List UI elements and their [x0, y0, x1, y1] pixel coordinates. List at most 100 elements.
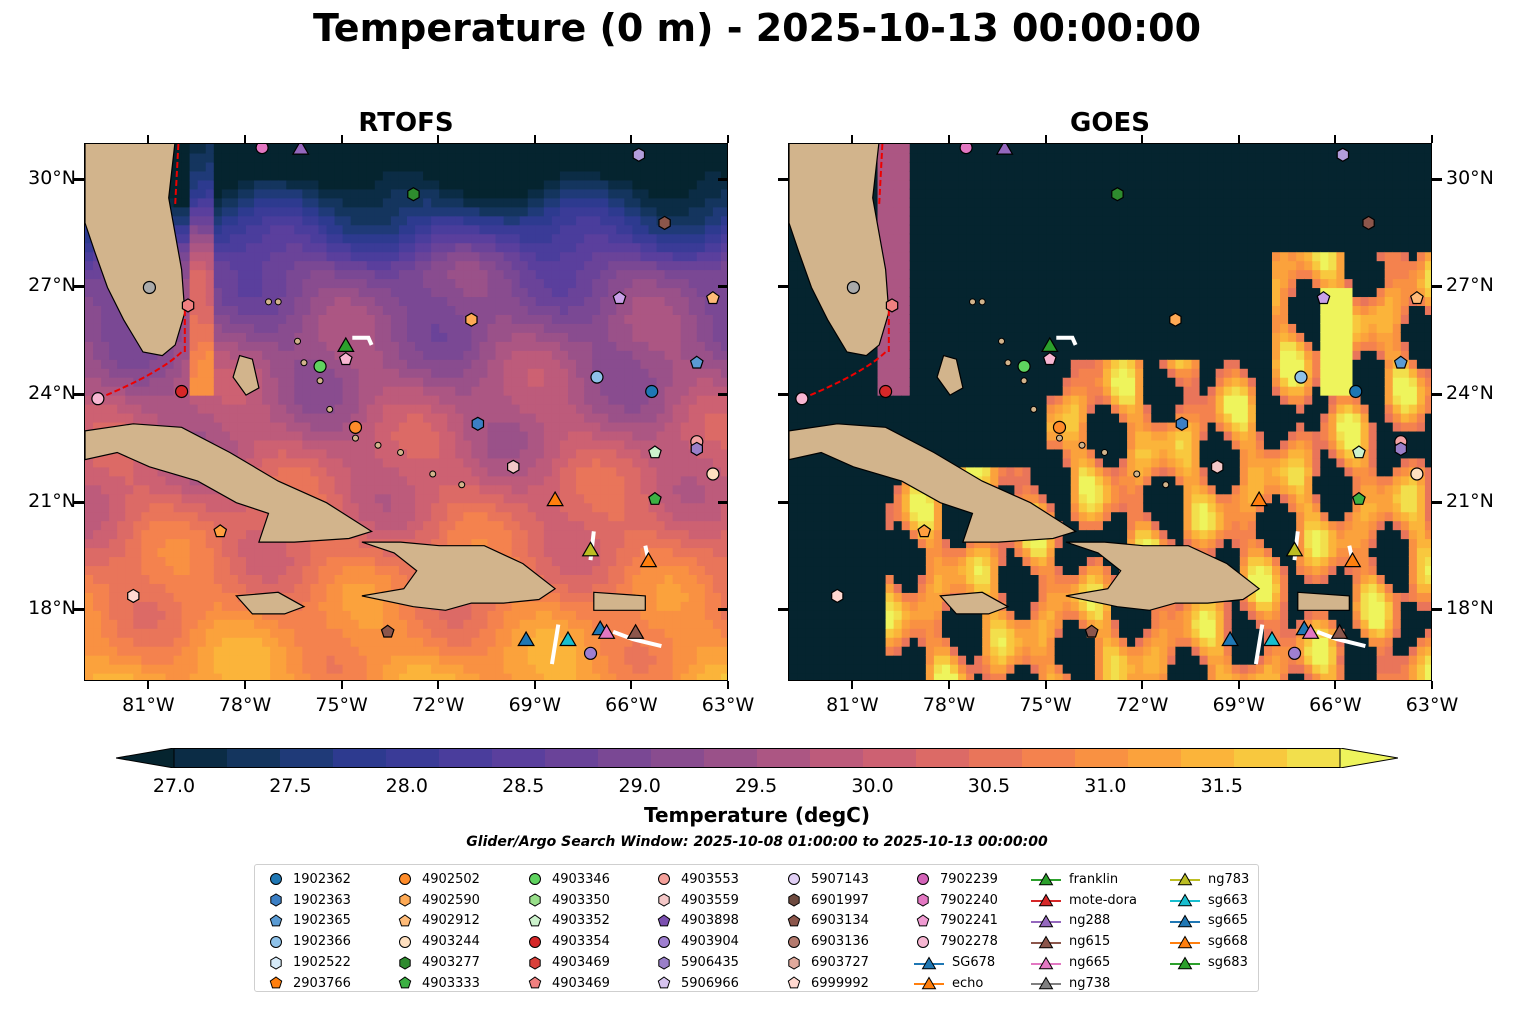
y-tick-mark	[1432, 285, 1442, 289]
colorbar-extend-low	[116, 748, 175, 768]
legend-label: 4902590	[422, 892, 480, 908]
y-tick-label-left: 27°N	[28, 274, 76, 297]
legend-label: 4903350	[552, 892, 610, 908]
legend-marker-icon	[917, 935, 929, 948]
goes-island	[1078, 441, 1086, 449]
rtofs-land-jamaica	[235, 591, 306, 615]
goes-marker-7902241	[1042, 351, 1057, 366]
legend-marker-icon	[658, 935, 670, 948]
rtofs-island	[326, 405, 334, 413]
goes-land-puertorico	[1297, 591, 1350, 611]
goes-marker-5906435	[1394, 441, 1408, 457]
colorbar-segment	[333, 748, 387, 768]
legend-label: 4903898	[681, 913, 739, 929]
rtofs-marker-4903352	[648, 445, 662, 459]
x-tick-mark	[1141, 135, 1144, 143]
legend-marker-icon	[1170, 956, 1200, 969]
y-tick-label-left: 21°N	[28, 489, 76, 512]
legend-label: 5906966	[681, 975, 739, 991]
goes-marker-4902912b	[917, 524, 932, 538]
y-tick-mark	[74, 608, 84, 612]
goes-marker-4903244	[1410, 467, 1424, 481]
y-tick-mark	[778, 500, 788, 504]
x-tick-mark	[851, 135, 854, 143]
colorbar-extend-high	[1339, 748, 1398, 768]
rtofs-land-hispaniola	[361, 541, 557, 611]
legend-column: 4902502 4902590 4902912 4903244 4903277 49033…	[396, 869, 480, 994]
legend-item: 4903354	[526, 931, 610, 952]
colorbar-tick-label: 29.5	[734, 775, 778, 797]
colorbar-segment	[1075, 748, 1129, 768]
legend-marker-icon	[914, 956, 944, 969]
rtofs-marker-4903333	[648, 491, 662, 505]
legend-item: echo	[914, 973, 998, 994]
rtofs-marker-5906435	[690, 441, 704, 457]
colorbar-segment	[280, 748, 334, 768]
y-tick-mark	[1432, 500, 1442, 504]
rtofs-marker-1902365	[689, 355, 704, 369]
colorbar-segment	[174, 748, 228, 768]
rtofs-map	[84, 143, 728, 681]
colorbar-segment	[916, 748, 970, 768]
legend-marker-icon	[917, 873, 929, 886]
colorbar-segment	[651, 748, 705, 768]
goes-glider-track	[1056, 335, 1078, 346]
legend-marker-icon	[399, 956, 411, 970]
legend-label: 6999992	[811, 975, 869, 991]
rtofs-marker-4903277	[407, 187, 420, 202]
legend-marker-icon	[787, 914, 801, 927]
legend-marker-icon	[529, 956, 541, 970]
legend-marker-icon	[1031, 872, 1061, 886]
goes-island	[1030, 405, 1038, 413]
rtofs-island	[429, 470, 437, 478]
legend-column: 7902239 7902240 7902241 7902278 SG678 echo	[914, 869, 998, 994]
rtofs-island	[351, 434, 359, 442]
x-tick-mark	[630, 681, 633, 689]
legend-item: SG678	[914, 952, 998, 973]
legend-item: ng615	[1031, 931, 1137, 952]
goes-map-svg	[789, 144, 1431, 680]
goes-island	[978, 298, 986, 306]
rtofs-marker-7902241	[338, 351, 353, 366]
legend-label: 4903333	[422, 975, 480, 991]
legend-label: 1902522	[293, 955, 351, 971]
goes-marker-4903333	[1352, 491, 1366, 505]
colorbar-segment	[227, 748, 281, 768]
legend-item: 1902362	[267, 869, 351, 890]
goes-island	[969, 298, 977, 306]
legend-marker-icon	[788, 935, 800, 948]
legend-marker-icon	[528, 914, 542, 927]
y-tick-mark	[74, 177, 84, 181]
legend-label: sg663	[1208, 892, 1248, 908]
legend-item: 6901997	[785, 890, 869, 911]
goes-marker-sg663	[1263, 630, 1281, 647]
legend-marker-icon	[1031, 956, 1061, 969]
colorbar-segment	[386, 748, 440, 768]
y-tick-mark	[778, 285, 788, 289]
legend-label: 4903277	[422, 955, 480, 971]
goes-marker-7902239	[959, 144, 973, 155]
rtofs-glider-track	[549, 624, 561, 665]
x-tick-mark	[1431, 681, 1433, 689]
rtofs-island	[316, 377, 324, 385]
x-tick-label: 66°W	[605, 694, 658, 716]
legend-label: ng288	[1069, 913, 1111, 929]
legend-marker-icon	[398, 976, 412, 989]
legend-marker-icon	[658, 956, 670, 970]
rtofs-marker-5906966	[632, 147, 646, 162]
y-tick-mark	[1432, 608, 1442, 612]
goes-marker-4903277	[1111, 187, 1124, 202]
y-tick-mark	[778, 608, 788, 612]
rtofs-marker-ng665b	[597, 623, 616, 639]
legend-label: 4903469	[552, 955, 610, 971]
legend-label: 5907143	[811, 871, 869, 887]
legend-marker-icon	[917, 893, 929, 907]
y-tick-mark	[718, 285, 728, 289]
x-tick-mark	[533, 681, 536, 689]
colorbar-segment	[1287, 748, 1341, 768]
x-tick-mark	[533, 135, 536, 143]
goes-land-florida	[789, 144, 890, 357]
goes-island	[1020, 377, 1028, 385]
rtofs-marker-4903559	[507, 459, 520, 474]
rtofs-glider-track	[612, 629, 662, 649]
